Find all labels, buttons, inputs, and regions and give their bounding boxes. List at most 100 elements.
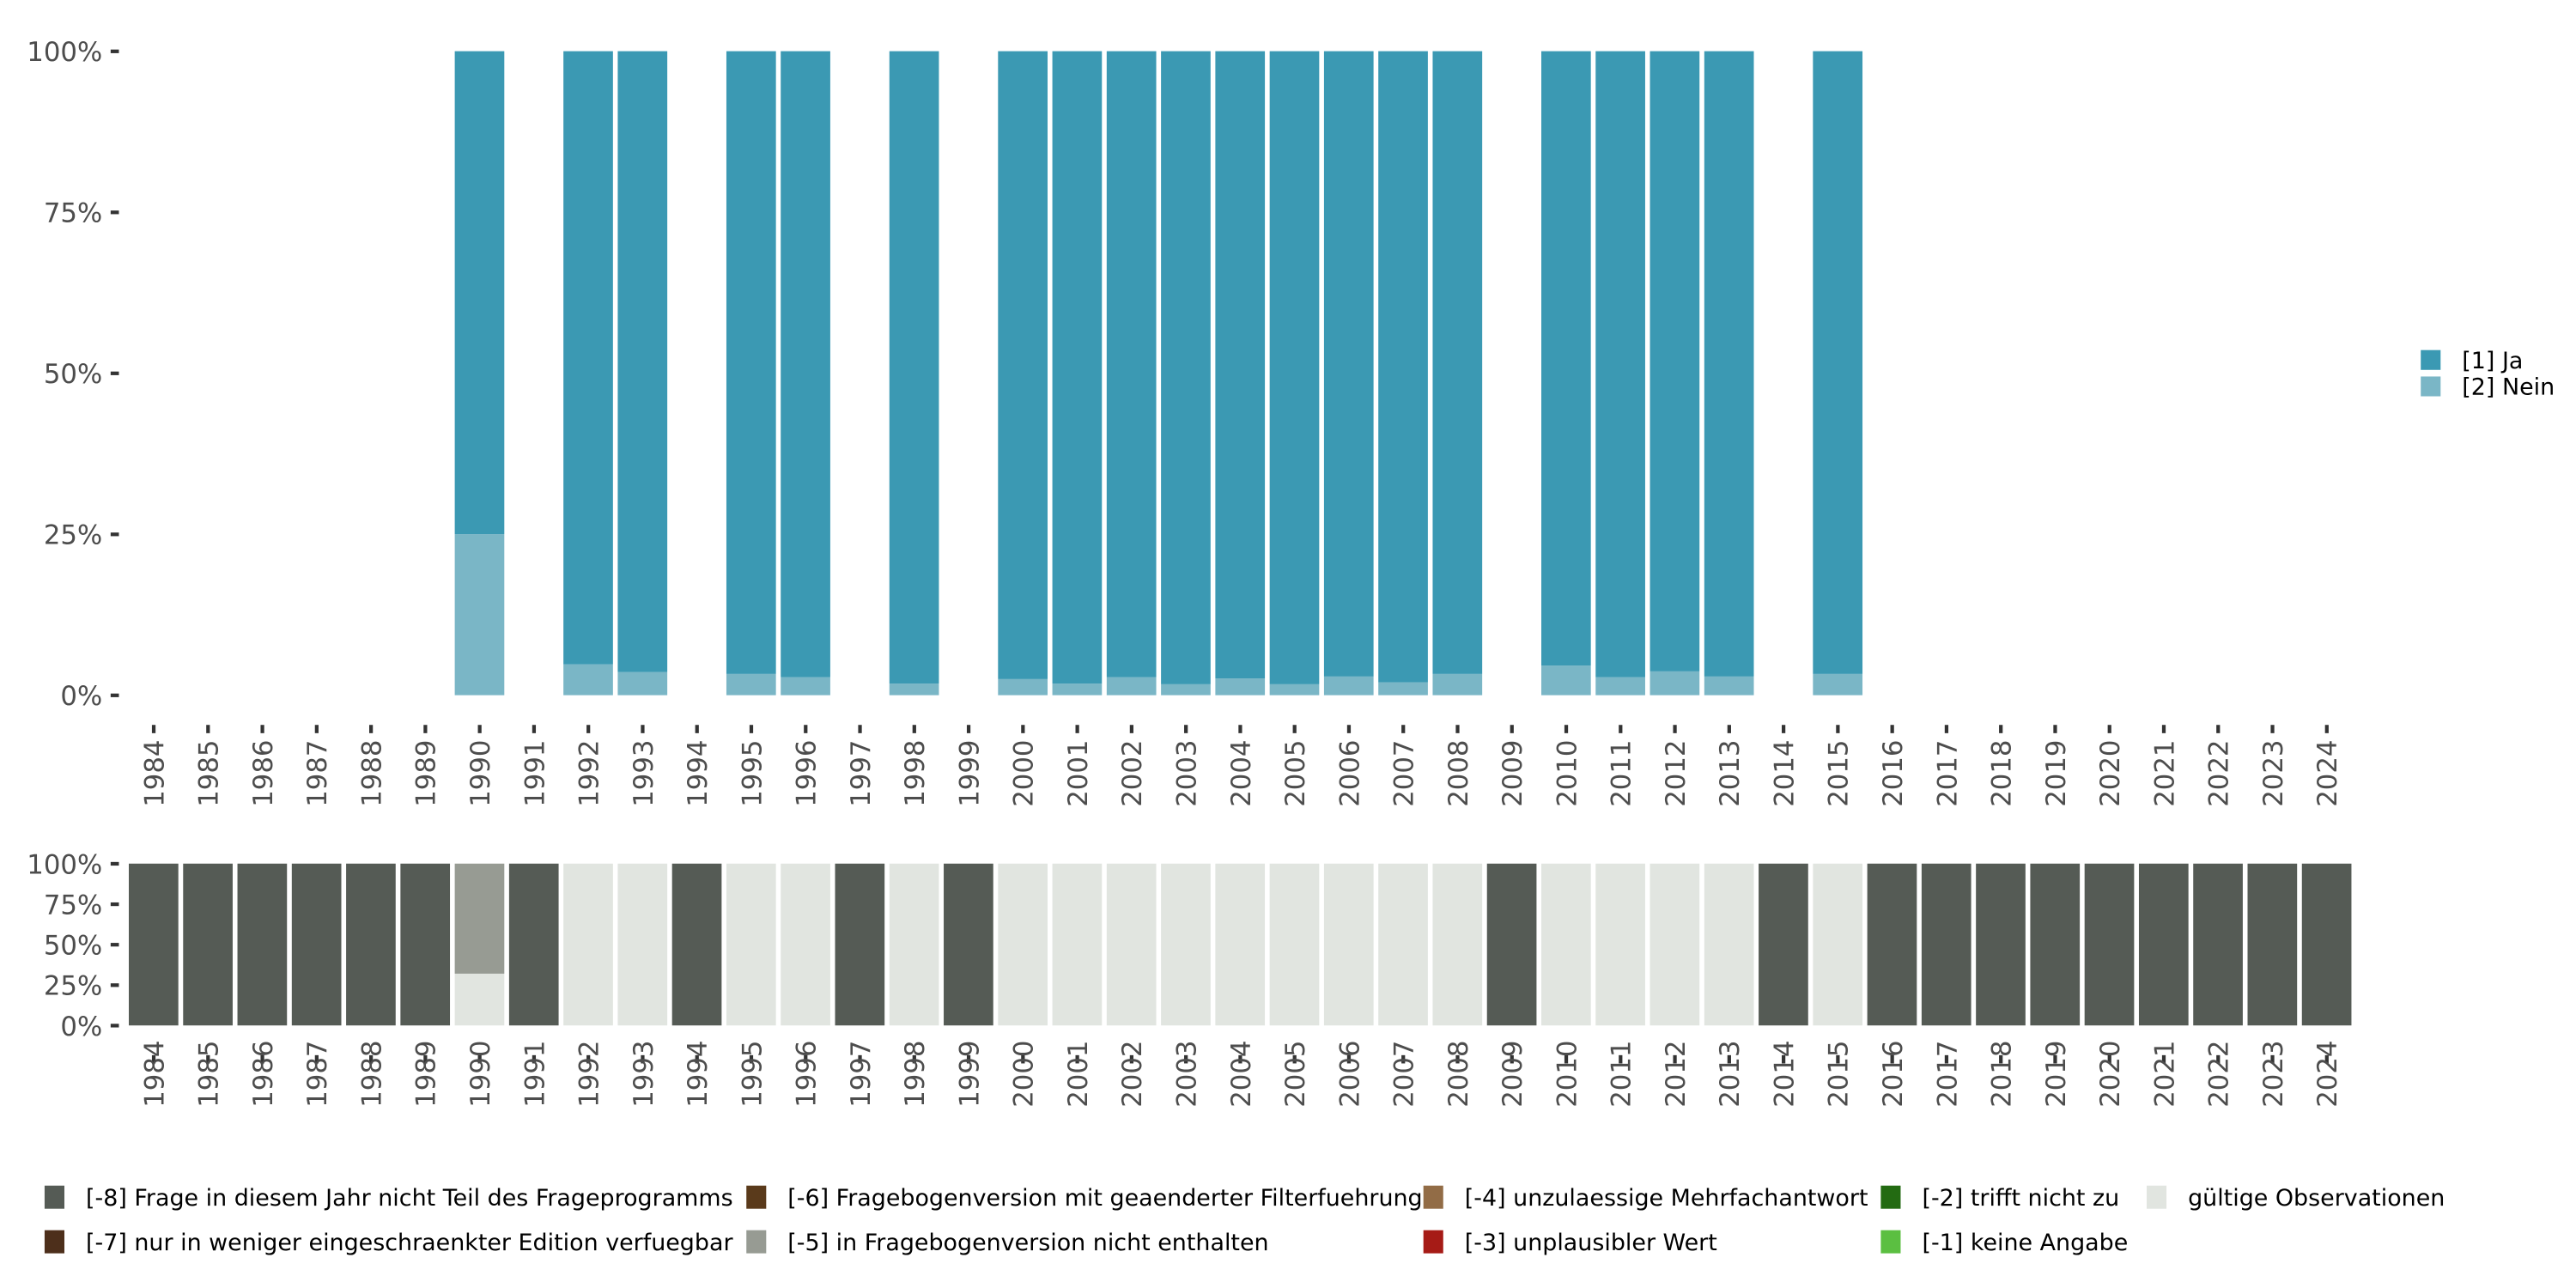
x-tick-mark: [1129, 1054, 1133, 1064]
x-tick-label: 2011: [1607, 1041, 1637, 1108]
x-tick-label: 1987: [302, 1041, 333, 1108]
x-tick-label: 1994: [683, 740, 714, 807]
x-tick-mark: [1999, 725, 2003, 733]
bar-segment: [237, 863, 288, 1026]
x-tick-label: 1992: [574, 740, 605, 807]
y-tick-mark: [110, 861, 119, 866]
y-tick-label: 50%: [44, 931, 102, 962]
x-tick-mark: [1673, 1054, 1677, 1064]
x-tick-mark: [2324, 725, 2329, 733]
x-tick-label: 2005: [1280, 740, 1311, 807]
x-tick-label: 2002: [1117, 1041, 1148, 1108]
x-tick-mark: [1999, 1054, 2003, 1064]
x-tick-label: 2001: [1063, 1041, 1094, 1108]
x-tick-mark: [1619, 1054, 1623, 1064]
bar-segment: [617, 671, 668, 696]
bar-segment: [1541, 665, 1591, 696]
legend-label: gültige Observationen: [2188, 1185, 2445, 1212]
x-tick-label: 1984: [139, 1041, 170, 1108]
x-tick-label: 2018: [1987, 1041, 2018, 1108]
x-tick-label: 2009: [1498, 740, 1528, 807]
bar-segment: [726, 673, 776, 696]
bar-segment: [1541, 51, 1591, 666]
x-tick-label: 1988: [356, 1041, 387, 1108]
bar-segment: [1649, 51, 1700, 671]
x-tick-mark: [314, 1054, 319, 1064]
x-tick-label: 2013: [1715, 740, 1746, 807]
bar-segment: [1432, 51, 1483, 674]
x-tick-label: 2002: [1117, 740, 1148, 807]
x-tick-label: 1987: [302, 740, 333, 807]
bar-segment: [1269, 863, 1320, 1026]
bar-segment: [617, 863, 668, 1026]
legend-label: [1] Ja: [2462, 348, 2523, 374]
bar-segment: [1161, 863, 1211, 1026]
x-tick-label: 2016: [1878, 1041, 1909, 1108]
x-tick-mark: [2161, 1054, 2166, 1064]
x-tick-mark: [749, 1054, 754, 1064]
x-tick-label: 2022: [2204, 1041, 2235, 1108]
legend-swatch: [2421, 376, 2441, 397]
x-tick-mark: [1184, 1054, 1188, 1064]
top-chart: 0% 25% 50% 75% 100% 1984 1985 1986 1987 1988 1989 1…: [27, 37, 2343, 807]
y-tick-mark: [110, 1024, 119, 1028]
y-tick-label: 50%: [44, 359, 102, 390]
x-tick-mark: [1510, 725, 1514, 733]
x-tick-label: 2007: [1389, 740, 1420, 807]
x-tick-label: 1995: [737, 740, 768, 807]
x-tick-mark: [1782, 1054, 1786, 1064]
x-tick-mark: [532, 1054, 537, 1064]
x-tick-label: 2020: [2095, 1041, 2126, 1108]
bar-segment: [1323, 676, 1374, 696]
legend-label: [-6] Fragebogenversion mit geaenderter F…: [787, 1185, 1422, 1212]
bar-segment: [2030, 863, 2081, 1026]
x-tick-label: 2013: [1715, 1041, 1746, 1108]
x-tick-mark: [749, 725, 754, 733]
bar-segment: [889, 683, 939, 696]
bar-segment: [2247, 863, 2298, 1026]
y-tick-mark: [110, 902, 119, 907]
x-tick-label: 2000: [1009, 1041, 1040, 1108]
x-tick-label: 2003: [1172, 1041, 1203, 1108]
x-tick-label: 1990: [465, 1041, 496, 1108]
bar-segment: [1052, 863, 1103, 1026]
x-tick-label: 2012: [1661, 740, 1692, 807]
y-tick-label: 75%: [44, 890, 102, 920]
bar-segment: [1541, 863, 1591, 1026]
x-tick-mark: [1184, 725, 1188, 733]
bar-segment: [1269, 51, 1320, 684]
x-tick-label: 2010: [1552, 1041, 1583, 1108]
x-tick-mark: [2053, 725, 2057, 733]
bar-segment: [1486, 863, 1537, 1026]
x-tick-mark: [1401, 725, 1406, 733]
bar-segment: [291, 863, 342, 1026]
x-tick-mark: [1075, 725, 1079, 733]
x-tick-mark: [532, 725, 537, 733]
bar-segment: [1759, 863, 1808, 1026]
y-tick-label: 0%: [60, 1012, 102, 1042]
x-tick-label: 2006: [1334, 740, 1365, 807]
x-tick-mark: [1455, 725, 1460, 733]
legend-label: [-4] unzulaessige Mehrfachantwort: [1465, 1185, 1868, 1212]
y-tick-mark: [110, 943, 119, 947]
bar-segment: [2301, 863, 2352, 1026]
x-tick-label: 1996: [792, 1041, 823, 1108]
bar-segment: [1649, 863, 1700, 1026]
x-tick-label: 2017: [1932, 740, 1963, 807]
x-tick-label: 2024: [2312, 1041, 2343, 1108]
x-tick-mark: [1890, 725, 1894, 733]
legend-label: [-7] nur in weniger eingeschraenkter Edi…: [86, 1230, 733, 1256]
x-tick-label: 1988: [356, 740, 387, 807]
legend-swatch: [44, 1230, 64, 1254]
x-tick-label: 1985: [194, 1041, 225, 1108]
bar-segment: [400, 863, 451, 1026]
x-tick-mark: [477, 725, 482, 733]
x-tick-label: 1984: [139, 740, 170, 807]
x-tick-mark: [586, 1054, 591, 1064]
x-tick-mark: [641, 1054, 645, 1064]
bar-segment: [998, 678, 1048, 696]
x-tick-mark: [1673, 725, 1677, 733]
x-tick-label: 2015: [1824, 740, 1855, 807]
bottom-chart: 0% 25% 50% 75% 100% 1984 1985 1986 1987 1988 1989 1…: [27, 849, 2352, 1108]
